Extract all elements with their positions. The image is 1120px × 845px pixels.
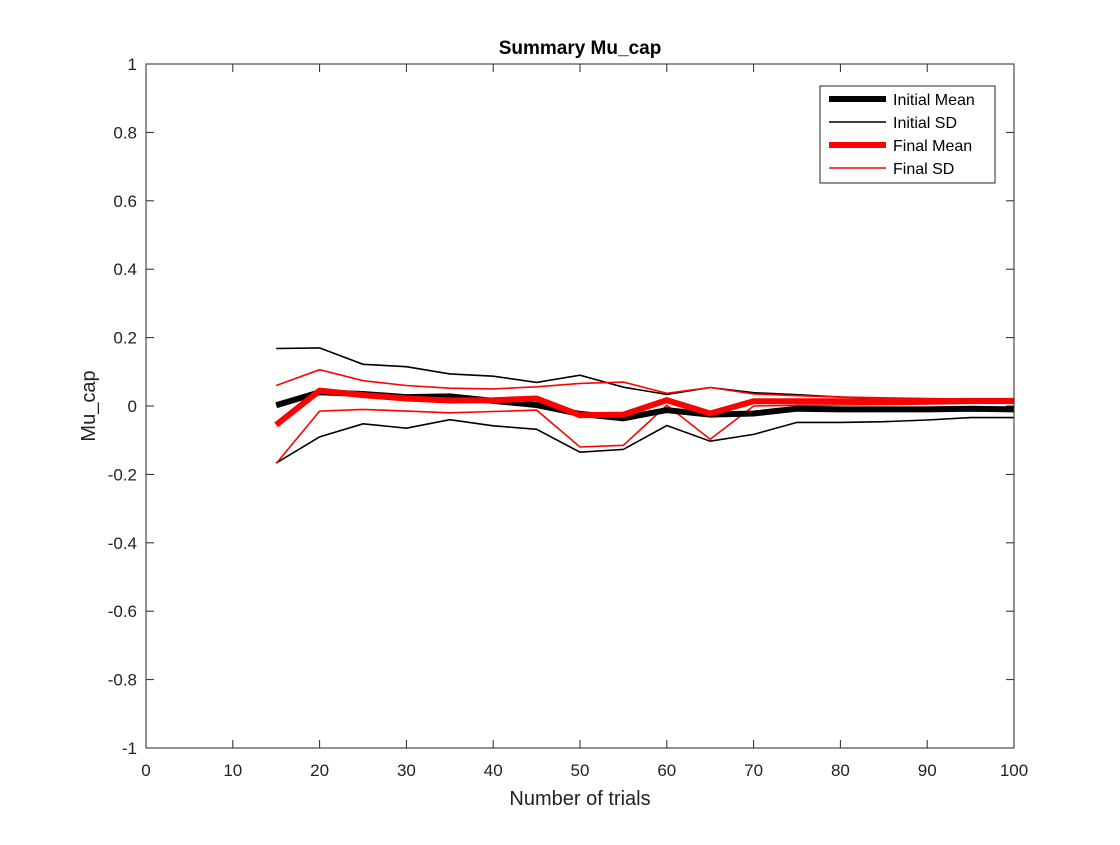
x-tick-label: 30 — [397, 761, 416, 780]
x-tick-label: 80 — [831, 761, 850, 780]
legend-label: Initial SD — [893, 115, 957, 132]
legend: Initial Mean Initial SD Final Mean Final SD — [819, 85, 996, 184]
x-tick-label: 70 — [744, 761, 763, 780]
series-layer — [274, 347, 1015, 465]
series-line-final-mean — [274, 387, 1014, 428]
series-line-final-sd-lower — [275, 402, 1014, 465]
y-tick-label: -0.6 — [108, 602, 137, 621]
x-tick-label: 50 — [571, 761, 590, 780]
x-tick-label: 90 — [918, 761, 937, 780]
legend-label: Final SD — [893, 161, 954, 178]
series-line-initial-sd-lower — [275, 416, 1014, 464]
y-tick-label: -1 — [122, 739, 137, 758]
y-tick-label: 1 — [128, 55, 137, 74]
x-tick-label: 0 — [141, 761, 150, 780]
legend-label: Initial Mean — [893, 92, 975, 109]
y-axis-label: Mu_cap — [78, 370, 100, 441]
legend-box — [819, 85, 996, 184]
y-tick-label: 0.6 — [113, 192, 137, 211]
y-tick-label: -0.2 — [108, 465, 137, 484]
x-tick-label: 100 — [1000, 761, 1028, 780]
y-tick-label: -0.8 — [108, 671, 137, 690]
x-tick-label: 10 — [223, 761, 242, 780]
x-tick-label: 60 — [657, 761, 676, 780]
x-tick-label: 40 — [484, 761, 503, 780]
legend-label: Final Mean — [893, 138, 972, 155]
y-tick-label: 0 — [128, 397, 137, 416]
chart-title: Summary Mu_cap — [499, 38, 662, 59]
y-tick-label: 0.4 — [113, 260, 137, 279]
x-tick-label: 20 — [310, 761, 329, 780]
x-axis-label: Number of trials — [509, 788, 650, 810]
y-tick-label: 0.2 — [113, 329, 137, 348]
ticks-layer: 0 10 20 30 40 50 60 70 80 90 100-1-0.8-0.6-0.4-0.2… — [108, 55, 1028, 780]
series-line-final-sd-upper — [275, 368, 1014, 401]
y-tick-label: -0.4 — [108, 534, 137, 553]
y-tick-label: 0.8 — [113, 123, 137, 142]
